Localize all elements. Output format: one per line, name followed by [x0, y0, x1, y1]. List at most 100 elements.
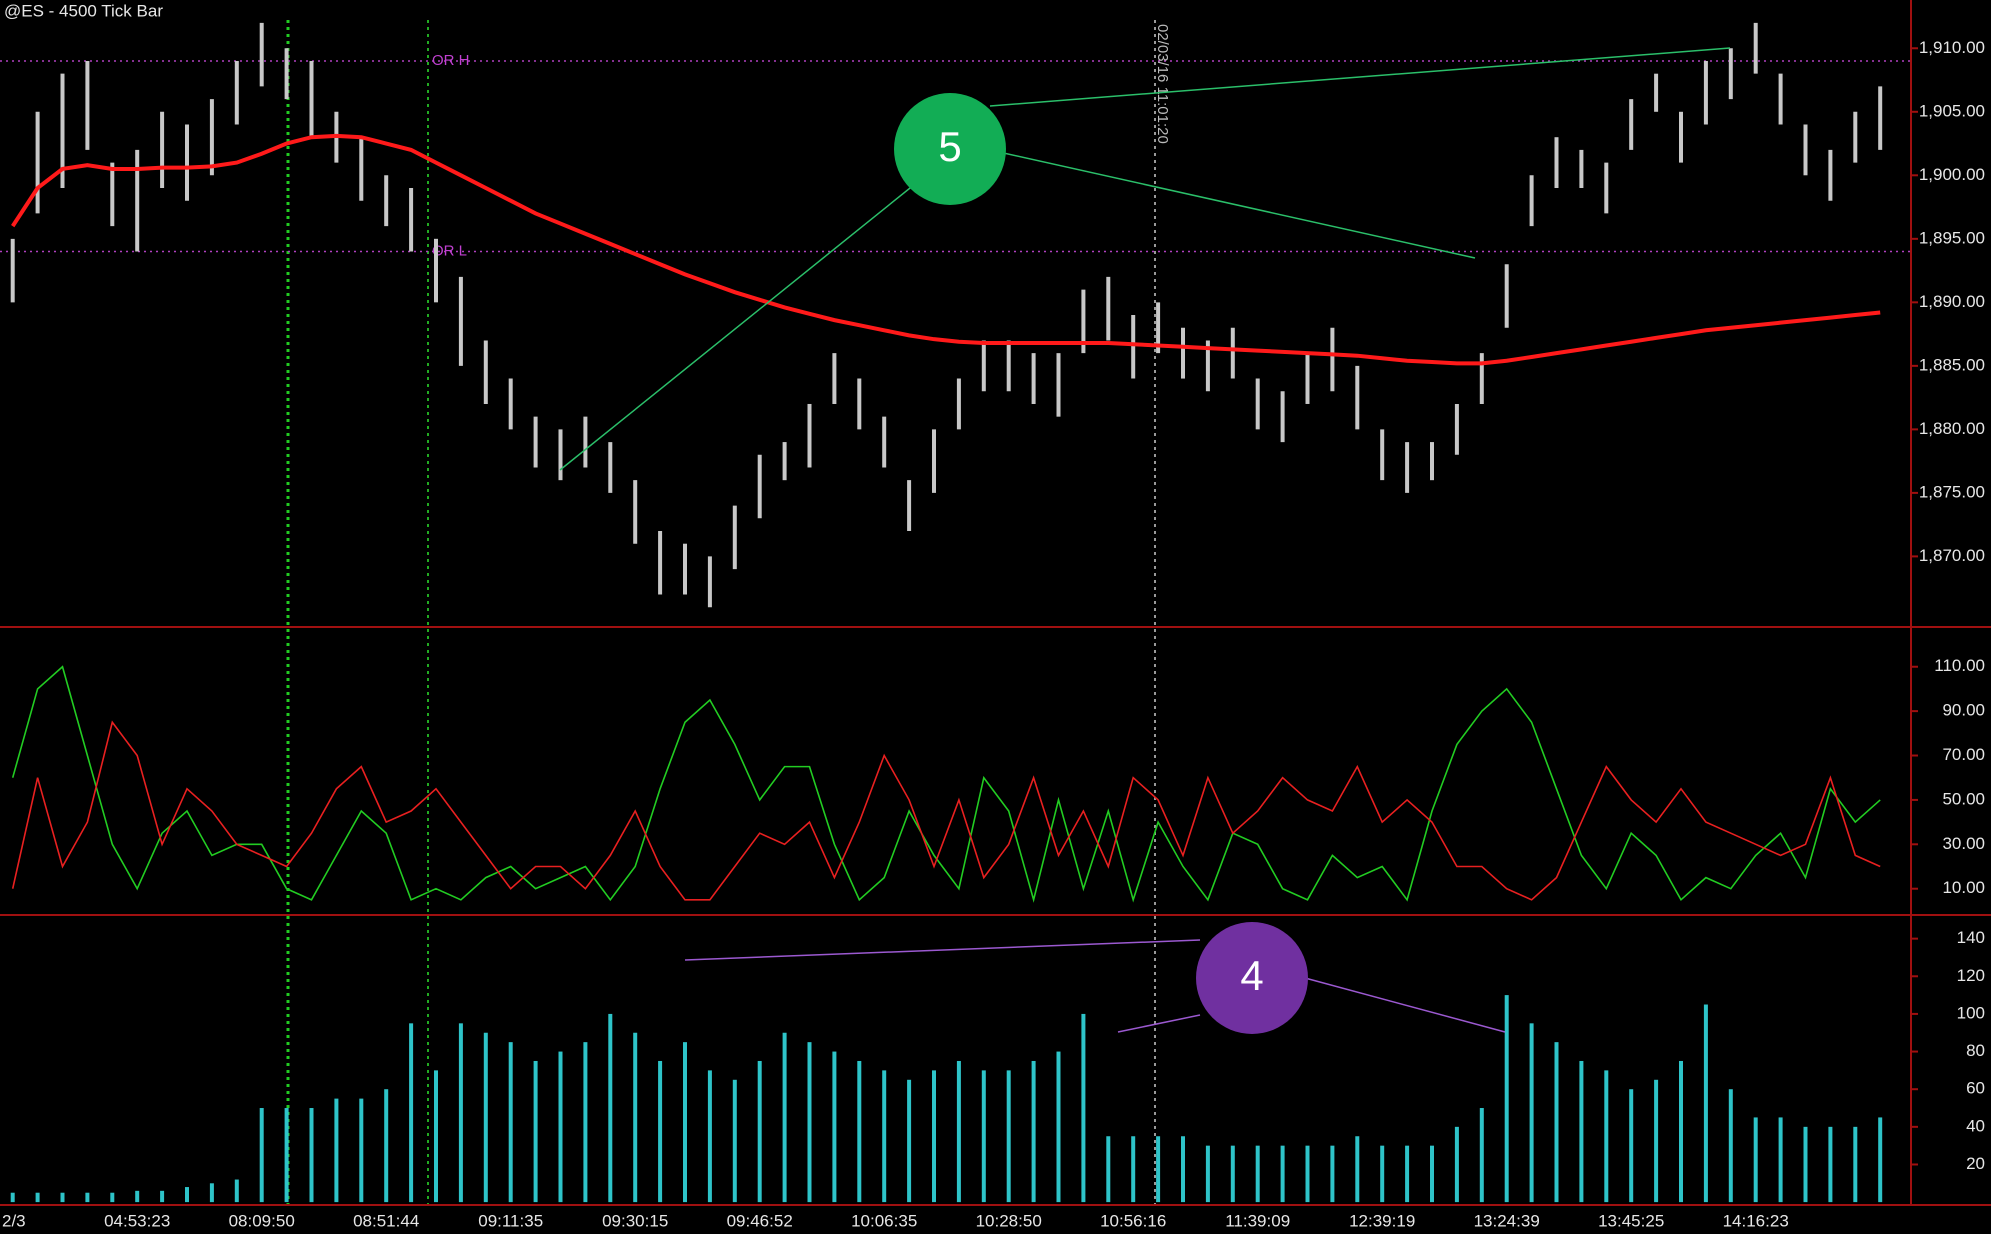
arrow	[1117, 1014, 1201, 1033]
volume-bar	[732, 1079, 737, 1203]
volume-bar	[807, 1042, 812, 1203]
y-tick-label: 40	[1966, 1116, 1985, 1135]
volume-bar	[1803, 1126, 1808, 1203]
volume-bar	[85, 1192, 90, 1203]
y-tick-label: 100	[1957, 1003, 1985, 1022]
arrow	[559, 179, 921, 471]
volume-bar	[458, 1023, 463, 1203]
volume-bar	[558, 1051, 563, 1203]
volume-bar	[782, 1032, 787, 1203]
x-tick-label: 10:28:50	[976, 1211, 1042, 1230]
y-tick-label: 1,885.00	[1919, 355, 1985, 374]
volume-bar	[508, 1042, 513, 1203]
x-tick-label: 2/3	[2, 1211, 26, 1230]
volume-bar	[1081, 1013, 1086, 1203]
x-tick-label: 04:53:23	[104, 1211, 170, 1230]
volume-bar	[1181, 1136, 1185, 1203]
volume-bar	[1778, 1117, 1783, 1203]
x-tick-label: 13:24:39	[1474, 1211, 1540, 1230]
x-tick-label: 14:16:23	[1723, 1211, 1789, 1230]
level-label: OR L	[432, 242, 467, 259]
volume-bar	[35, 1192, 40, 1203]
y-tick-label: 1,875.00	[1919, 482, 1985, 501]
x-tick-label: 09:46:52	[727, 1211, 793, 1230]
volume-bar	[1604, 1070, 1609, 1203]
badge	[1196, 922, 1308, 1034]
y-tick-label: 60	[1966, 1079, 1985, 1098]
arrow	[1304, 977, 1506, 1033]
y-tick-label: 80	[1966, 1041, 1985, 1060]
volume-bar	[284, 1108, 289, 1203]
x-tick-label: 11:39:09	[1225, 1211, 1290, 1230]
volume-bar	[1106, 1136, 1111, 1203]
volume-bar	[1031, 1060, 1036, 1203]
level-label: OR H	[432, 52, 470, 69]
volume-bar	[434, 1070, 438, 1203]
y-tick-label: 1,905.00	[1919, 101, 1985, 120]
volume-bar	[1006, 1070, 1011, 1203]
volume-bar	[409, 1023, 414, 1203]
volume-bar	[1679, 1060, 1683, 1203]
volume-bar	[907, 1079, 912, 1203]
volume-bar	[483, 1032, 488, 1203]
annotation-4: 4	[684, 922, 1506, 1034]
volume-bar	[1156, 1136, 1161, 1203]
volume-bar	[1355, 1136, 1360, 1203]
volume-bar	[1728, 1089, 1733, 1203]
volume-bar	[185, 1187, 189, 1203]
time-line-label: 02/03/16 11:01:20	[1154, 24, 1171, 144]
volume-bar	[384, 1089, 389, 1203]
x-tick-label: 10:56:16	[1100, 1211, 1166, 1230]
x-tick-label: 09:30:15	[602, 1211, 668, 1230]
volume-bar	[1554, 1042, 1559, 1203]
y-tick-label: 90.00	[1942, 701, 1985, 720]
volume-bar	[1454, 1126, 1459, 1203]
chart-title: @ES - 4500 Tick Bar	[4, 1, 163, 20]
volume-bar	[259, 1108, 264, 1203]
arrow	[684, 939, 1201, 961]
annotation-5: 5	[559, 47, 1731, 471]
y-tick-label: 1,880.00	[1919, 419, 1985, 438]
volume-bar	[832, 1051, 837, 1203]
volume-bar	[1280, 1145, 1285, 1203]
volume-bar	[981, 1070, 986, 1203]
y-tick-label: 30.00	[1942, 834, 1985, 853]
volume-bar	[209, 1183, 214, 1203]
y-tick-label: 1,890.00	[1919, 292, 1985, 311]
volume-bar	[1405, 1145, 1410, 1203]
volume-bar	[309, 1108, 314, 1203]
x-tick-label: 12:39:19	[1349, 1211, 1415, 1230]
volume-bar	[1878, 1117, 1883, 1203]
volume-bar	[882, 1070, 887, 1203]
y-tick-label: 70.00	[1942, 745, 1985, 764]
x-tick-label: 08:51:44	[353, 1211, 419, 1230]
volume-bar	[160, 1190, 165, 1203]
volume-bar	[135, 1190, 140, 1203]
arrow	[989, 47, 1731, 107]
volume-bar	[1703, 1004, 1708, 1203]
oscillator-line	[11, 720, 1881, 901]
y-tick-label: 1,910.00	[1919, 38, 1985, 57]
x-tick-label: 13:45:25	[1598, 1211, 1664, 1230]
volume-bar	[707, 1070, 712, 1203]
volume-bar	[1479, 1108, 1484, 1203]
y-tick-label: 1,900.00	[1919, 165, 1985, 184]
volume-bar	[234, 1179, 239, 1203]
volume-bar	[533, 1060, 538, 1203]
volume-bar	[583, 1042, 588, 1203]
volume-bar	[608, 1013, 613, 1203]
volume-bar	[1579, 1060, 1584, 1203]
volume-bar	[1305, 1145, 1310, 1203]
volume-bar	[1504, 995, 1509, 1203]
volume-bar	[60, 1192, 65, 1203]
volume-bar	[1529, 1023, 1534, 1203]
volume-bar	[932, 1070, 936, 1203]
volume-bar	[1629, 1089, 1634, 1203]
x-tick-label: 08:09:50	[229, 1211, 295, 1230]
x-tick-label: 10:06:35	[851, 1211, 917, 1230]
volume-bar	[1255, 1145, 1260, 1203]
volume-bar	[683, 1042, 687, 1203]
y-tick-label: 1,895.00	[1919, 228, 1985, 247]
volume-bar	[1753, 1117, 1758, 1203]
